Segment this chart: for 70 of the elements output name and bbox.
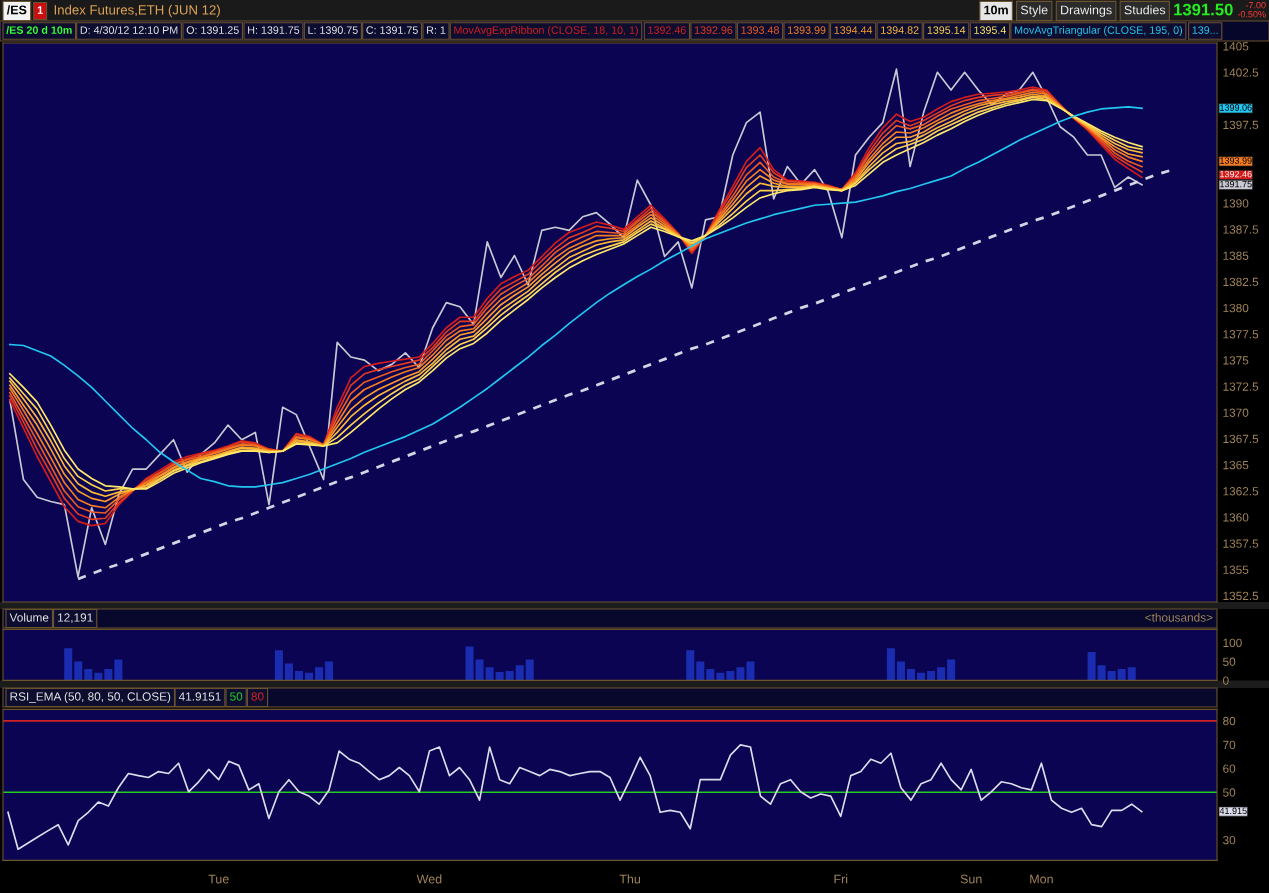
text: 1395.4 — [974, 26, 1007, 34]
x-tick-label: Tue — [208, 874, 229, 884]
text: 1 — [37, 6, 43, 14]
y-tick-label: 1372.5 — [1223, 382, 1259, 391]
y-tick-label: 1367.5 — [1223, 434, 1259, 444]
x-tick-label: Wed — [416, 874, 442, 884]
chart-title: Index Futures,ETH (JUN 12) — [54, 4, 220, 18]
text: Studies — [1124, 5, 1166, 15]
text: 41.9151 — [178, 692, 221, 701]
text: 41.915 — [1219, 807, 1247, 814]
x-tick-label: Thu — [619, 874, 641, 884]
y-tick-label: 1375 — [1223, 356, 1249, 365]
y-tick-label: 1360 — [1223, 513, 1249, 522]
y-tick-label: 50 — [1223, 788, 1236, 797]
y-tick-label: 70 — [1223, 740, 1236, 750]
text: 1394.44 — [834, 26, 873, 34]
text: -7.00 — [1245, 2, 1266, 9]
text: /ES — [6, 5, 27, 15]
y-tick-label: 1382.5 — [1223, 277, 1259, 287]
y-tick-label: 80 — [1223, 716, 1236, 726]
text: C: 1391.75 — [366, 26, 418, 34]
text: 1394.82 — [881, 26, 919, 34]
y-tick-label: 30 — [1223, 835, 1236, 845]
y-tick-label: 1365 — [1223, 460, 1249, 470]
text: R: 1 — [427, 26, 446, 34]
text: H: 1391.75 — [248, 26, 300, 34]
y-tick-label: 1397.5 — [1223, 120, 1259, 130]
y-tick-label: 50 — [1223, 657, 1236, 666]
ref-line-label: 50 — [230, 692, 243, 701]
text: 1391.50 — [1174, 3, 1233, 16]
y-tick-label: 1380 — [1223, 303, 1249, 313]
x-tick-label: Sun — [960, 874, 982, 884]
text: 10m — [984, 5, 1008, 15]
text: Style — [1020, 5, 1048, 17]
y-tick-label: 1357.5 — [1223, 539, 1259, 548]
x-tick-label: Fri — [834, 874, 848, 884]
text: MovAvgExpRibbon (CLOSE, 18, 10, 1) — [454, 26, 638, 36]
y-tick-label: 1390 — [1223, 199, 1249, 208]
ref-line-label: 80 — [251, 692, 264, 701]
text: 1393.99 — [788, 26, 826, 34]
y-tick-label: 1405 — [1223, 42, 1249, 51]
text: RSI_EMA (50, 80, 50, CLOSE) — [10, 692, 171, 703]
text: 1393.48 — [741, 26, 779, 34]
y-tick-label: 1387.5 — [1223, 225, 1259, 234]
y-tick-label: 1385 — [1223, 251, 1249, 260]
text: /ES 20 d 10m — [6, 26, 72, 34]
text: 1393.99 — [1220, 157, 1252, 164]
text: L: 1390.75 — [308, 26, 358, 34]
text: O: 1391.25 — [186, 26, 239, 34]
text: MovAvgTriangular (CLOSE, 195, 0) — [1014, 26, 1183, 36]
y-tick-label: 1370 — [1223, 408, 1249, 417]
x-tick-label: Mon — [1030, 874, 1053, 884]
text: D: 4/30/12 12:10 PM — [80, 26, 178, 34]
text: 1392.46 — [648, 26, 686, 34]
text: 1399.06 — [1220, 104, 1252, 111]
text: 1392.96 — [694, 26, 733, 34]
text: 1391.75 — [1220, 180, 1252, 188]
y-tick-label: 0 — [1223, 676, 1229, 685]
text: 1392.46 — [1220, 170, 1252, 178]
text: Drawings — [1061, 5, 1112, 17]
y-tick-label: 100 — [1223, 638, 1242, 648]
y-tick-label: 1352.5 — [1223, 591, 1259, 601]
y-tick-label: 1355 — [1223, 565, 1249, 574]
y-tick-label: 60 — [1223, 764, 1236, 773]
y-tick-label: 1402.5 — [1223, 68, 1259, 77]
text: 139... — [1192, 26, 1218, 34]
y-tick-label: 1377.5 — [1223, 330, 1259, 339]
text: -0.50% — [1237, 11, 1266, 18]
text: 1395.14 — [927, 26, 966, 34]
y-tick-label: 1362.5 — [1223, 487, 1259, 496]
